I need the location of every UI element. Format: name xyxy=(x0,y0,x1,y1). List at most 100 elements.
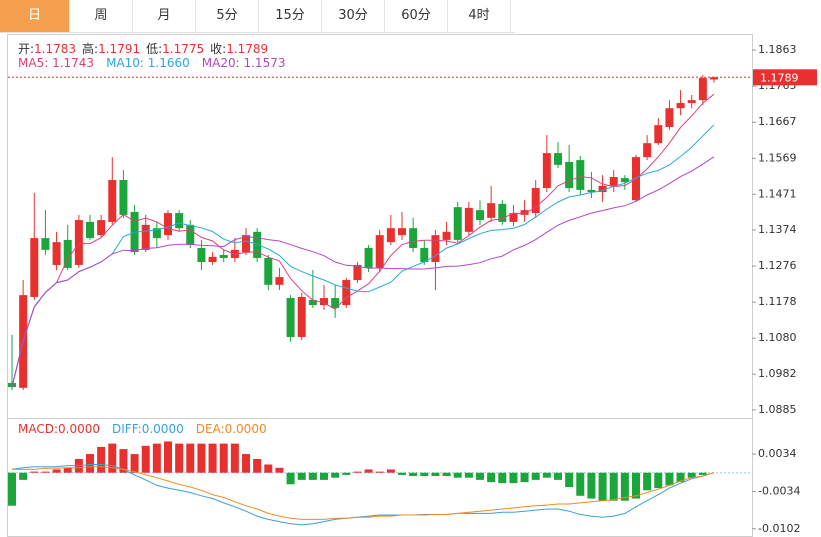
macd-bar xyxy=(130,454,139,473)
period-tab[interactable]: 5分 xyxy=(196,0,259,32)
period-tab[interactable]: 周 xyxy=(70,0,133,32)
macd-bar xyxy=(632,472,640,499)
candle-body xyxy=(520,210,529,215)
macd-bar xyxy=(108,443,117,473)
legend-name: MA5: xyxy=(18,56,49,70)
macd-bar xyxy=(576,472,585,496)
macd-bar xyxy=(19,472,28,480)
y-tick-label: 1.0885 xyxy=(758,403,797,416)
candle-body xyxy=(509,213,518,222)
ohlc-value: 1.1791 xyxy=(98,42,141,56)
y-tick-label: -0.0102 xyxy=(758,522,800,535)
macd-bar xyxy=(8,472,16,506)
legend-value: 1.1660 xyxy=(147,56,190,70)
macd-bar xyxy=(186,443,195,473)
candle-body xyxy=(409,228,418,249)
candle-body xyxy=(375,235,384,268)
legend-item: MA10: 1.1660 xyxy=(106,56,190,70)
candle-body xyxy=(431,235,440,263)
macd-bar xyxy=(364,469,373,473)
macd-bar xyxy=(175,443,184,473)
candle-body xyxy=(30,238,39,297)
ma-legend: MA5: 1.1743 MA10: 1.1660 MA20: 1.1573 xyxy=(18,56,297,70)
last-price-tag xyxy=(753,69,817,86)
legend-value: 0.0000 xyxy=(58,422,101,436)
candle-body xyxy=(453,207,462,240)
macd-legend: MACD:0.0000 DIFF:0.0000 DEA:0.0000 xyxy=(18,422,279,436)
candle-body xyxy=(320,298,328,306)
legend-name: MA10: xyxy=(106,56,144,70)
candle-body xyxy=(476,210,484,221)
macd-bar xyxy=(398,472,406,475)
macd-bar xyxy=(487,472,496,483)
legend-item: MA5: 1.1743 xyxy=(18,56,94,70)
legend-value: 1.1743 xyxy=(52,56,95,70)
candle-body xyxy=(531,188,540,214)
ohlc-label: 高: xyxy=(82,42,99,56)
candle-body xyxy=(242,235,250,253)
candle-body xyxy=(698,78,707,101)
ohlc-header: 开:1.1783 高:1.1791 低:1.1775 收:1.1789 xyxy=(18,40,274,57)
macd-line xyxy=(11,464,715,526)
macd-bar xyxy=(676,472,685,483)
macd-bar xyxy=(97,446,106,473)
legend-item: DEA:0.0000 xyxy=(196,422,267,436)
macd-bar xyxy=(52,469,61,473)
macd-bar xyxy=(531,472,540,480)
legend-name: DEA: xyxy=(195,422,225,436)
candle-body xyxy=(175,213,184,229)
y-tick-label: 1.1569 xyxy=(758,151,797,164)
macd-bar xyxy=(665,472,674,486)
macd-bar xyxy=(409,472,418,477)
macd-bar xyxy=(654,472,663,489)
candle-body xyxy=(398,228,406,236)
period-tab[interactable]: 月 xyxy=(133,0,196,32)
candle-body xyxy=(420,248,429,263)
ma-line xyxy=(11,93,715,388)
macd-bar xyxy=(30,471,39,473)
legend-value: 1.1573 xyxy=(243,56,286,70)
ohlc-value: 1.1775 xyxy=(162,42,205,56)
macd-bar xyxy=(308,472,317,480)
period-tab[interactable]: 15分 xyxy=(259,0,322,32)
ohlc-value: 1.1789 xyxy=(226,42,269,56)
macd-bar xyxy=(476,472,484,480)
period-tab[interactable]: 30分 xyxy=(322,0,385,32)
y-tick-label: 1.1080 xyxy=(758,331,797,344)
macd-bar xyxy=(320,472,328,480)
period-tab[interactable]: 4时 xyxy=(448,0,511,32)
candle-body xyxy=(565,161,574,189)
macd-bar xyxy=(63,467,72,473)
period-tab[interactable]: 日 xyxy=(0,0,70,32)
macd-bar xyxy=(141,445,150,473)
ohlc-label: 开: xyxy=(18,42,35,56)
macd-bar xyxy=(264,464,273,473)
macd-bar xyxy=(253,459,262,473)
macd-bar xyxy=(152,443,161,473)
candle-body xyxy=(119,179,128,215)
macd-bar xyxy=(197,443,206,473)
ohlc-item: 高:1.1791 xyxy=(82,42,140,56)
ohlc-value: 1.1783 xyxy=(34,42,77,56)
macd-bar xyxy=(587,472,596,499)
candle-body xyxy=(197,248,206,263)
candle-body xyxy=(342,280,351,306)
candle-body xyxy=(620,178,629,183)
candle-body xyxy=(587,189,596,193)
period-tab[interactable]: 60分 xyxy=(385,0,448,32)
macd-bar xyxy=(698,472,707,475)
candle-body xyxy=(308,299,317,306)
macd-line xyxy=(12,466,715,520)
candle-body xyxy=(542,153,551,189)
candle-body xyxy=(353,264,362,281)
ohlc-label: 低: xyxy=(146,42,163,56)
candle-body xyxy=(164,213,172,236)
legend-name: DIFF: xyxy=(112,422,142,436)
candle-body xyxy=(676,103,685,109)
legend-value: 0.0000 xyxy=(141,422,184,436)
candle-body xyxy=(386,228,395,243)
ohlc-label: 收: xyxy=(210,42,227,56)
candle-body xyxy=(442,231,451,240)
macd-bar xyxy=(119,449,128,473)
y-tick-label: 1.1178 xyxy=(758,295,797,308)
